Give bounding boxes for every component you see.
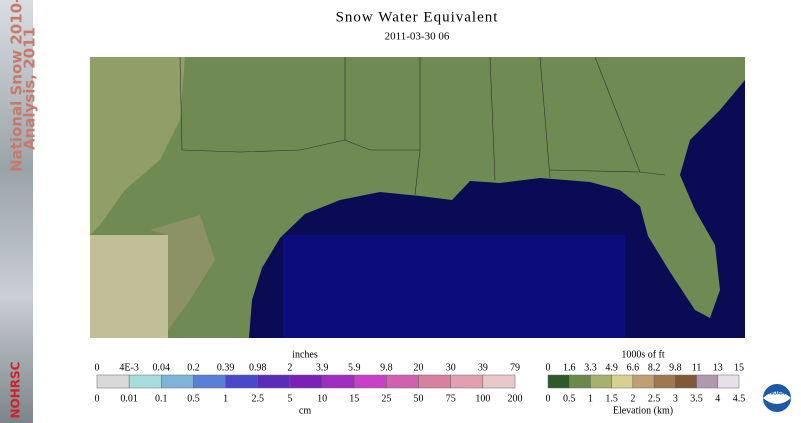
unit: Elevation (km) bbox=[613, 405, 673, 416]
swatch bbox=[418, 374, 451, 389]
bottom-label: 5 bbox=[287, 393, 292, 404]
top-label: 4.9 bbox=[605, 362, 618, 373]
top-label: 3.9 bbox=[316, 362, 329, 373]
bottom-label: 200 bbox=[508, 393, 523, 404]
bottom-label: 3.5 bbox=[690, 393, 703, 404]
bottom-label: 0.5 bbox=[563, 393, 576, 404]
top-label: 9.8 bbox=[380, 362, 393, 373]
swatch bbox=[321, 374, 355, 389]
map bbox=[90, 56, 745, 338]
swatch bbox=[653, 374, 676, 389]
swatch bbox=[547, 374, 570, 389]
swatch bbox=[717, 374, 740, 389]
inset bbox=[90, 235, 168, 338]
top-label: 9.8 bbox=[669, 362, 682, 373]
bottom-label: 0 bbox=[546, 393, 551, 404]
swatch bbox=[128, 374, 162, 389]
bottom-label: 2 bbox=[630, 393, 635, 404]
swatch bbox=[696, 374, 719, 389]
top-label: 39 bbox=[478, 362, 488, 373]
banner-org: NOHRSC bbox=[9, 361, 23, 418]
top-label: 20 bbox=[414, 362, 424, 373]
unit: inches bbox=[292, 349, 318, 360]
top-label: 0.2 bbox=[187, 362, 200, 373]
top-label: 0.98 bbox=[249, 362, 267, 373]
banner-line: National Snow 2010- bbox=[8, 0, 26, 172]
swatch bbox=[450, 374, 484, 389]
top-label: 0.04 bbox=[153, 362, 171, 373]
water-tile bbox=[283, 235, 625, 338]
border bbox=[414, 149, 421, 196]
swatch bbox=[289, 374, 323, 389]
bottom-label: 75 bbox=[446, 393, 456, 404]
swatch bbox=[193, 374, 226, 389]
unit: cm bbox=[299, 405, 311, 416]
bottom-label: 1 bbox=[223, 393, 228, 404]
title: Snow Water Equivalent bbox=[336, 9, 499, 25]
swatch bbox=[225, 374, 259, 389]
swatch bbox=[568, 374, 591, 389]
unit: 1000s of ft bbox=[621, 349, 665, 360]
logo-bird bbox=[763, 391, 791, 404]
top-label: 15 bbox=[734, 362, 744, 373]
bottom-label: 4 bbox=[715, 393, 720, 404]
top-label: 2 bbox=[287, 362, 292, 373]
top-label: 0 bbox=[95, 362, 100, 373]
swatch bbox=[590, 374, 612, 389]
elevation-legend: 1000s of ft Elevation (km) 0 0 1.6 0.5 3.3 1 4… bbox=[546, 349, 746, 416]
top-label: 6.6 bbox=[627, 362, 640, 373]
top-label: 11 bbox=[692, 362, 702, 373]
bottom-label: 1 bbox=[588, 393, 593, 404]
bottom-label: 10 bbox=[317, 393, 327, 404]
bottom-label: 0.5 bbox=[187, 393, 200, 404]
land bbox=[90, 57, 745, 338]
highlands bbox=[90, 57, 185, 235]
bottom-label: 2.5 bbox=[252, 393, 265, 404]
swatch bbox=[632, 374, 655, 389]
top-label: 30 bbox=[446, 362, 456, 373]
banner-line: Analysis, 2011 bbox=[21, 27, 39, 150]
bottom-label: 100 bbox=[475, 393, 490, 404]
border bbox=[594, 56, 641, 173]
top-label: 13 bbox=[713, 362, 723, 373]
border bbox=[539, 56, 551, 179]
top-label: 5.9 bbox=[348, 362, 361, 373]
swatch bbox=[611, 374, 634, 389]
swatch bbox=[675, 374, 697, 389]
top-label: 4E-3 bbox=[119, 362, 138, 373]
terrain bbox=[150, 215, 215, 330]
top-label: 8.2 bbox=[648, 362, 661, 373]
border bbox=[489, 56, 496, 181]
bottom-label: 50 bbox=[414, 393, 424, 404]
bottom-label: 0.1 bbox=[155, 393, 168, 404]
swatch bbox=[353, 374, 387, 389]
swatch bbox=[482, 374, 516, 389]
bottom-label: 2.5 bbox=[648, 393, 661, 404]
bottom-label: 4.5 bbox=[733, 393, 746, 404]
bottom-label: 0 bbox=[95, 393, 100, 404]
border bbox=[344, 57, 421, 151]
border bbox=[179, 56, 346, 153]
bottom-label: 1.5 bbox=[605, 393, 618, 404]
swatch bbox=[96, 374, 130, 389]
top-label: 3.3 bbox=[584, 362, 597, 373]
top-label: 1.6 bbox=[563, 362, 576, 373]
bottom-label: 15 bbox=[349, 393, 359, 404]
logo-text: NOAA bbox=[769, 391, 785, 397]
swatch bbox=[257, 374, 291, 389]
top-label: 0.39 bbox=[217, 362, 235, 373]
top-label: 79 bbox=[510, 362, 520, 373]
bottom-label: 25 bbox=[381, 393, 391, 404]
snow-legend: inches cm 0 0 4E-3 0.01 0.04 0.1 0.2 0.5 0.39 1 0.… bbox=[95, 349, 523, 416]
banner bbox=[0, 0, 33, 423]
swatch bbox=[386, 374, 419, 389]
bottom-label: 3 bbox=[673, 393, 678, 404]
swatch bbox=[161, 374, 194, 389]
top-label: 0 bbox=[546, 362, 551, 373]
bottom-label: 0.01 bbox=[120, 393, 138, 404]
date: 2011-03-30 06 bbox=[385, 31, 450, 43]
